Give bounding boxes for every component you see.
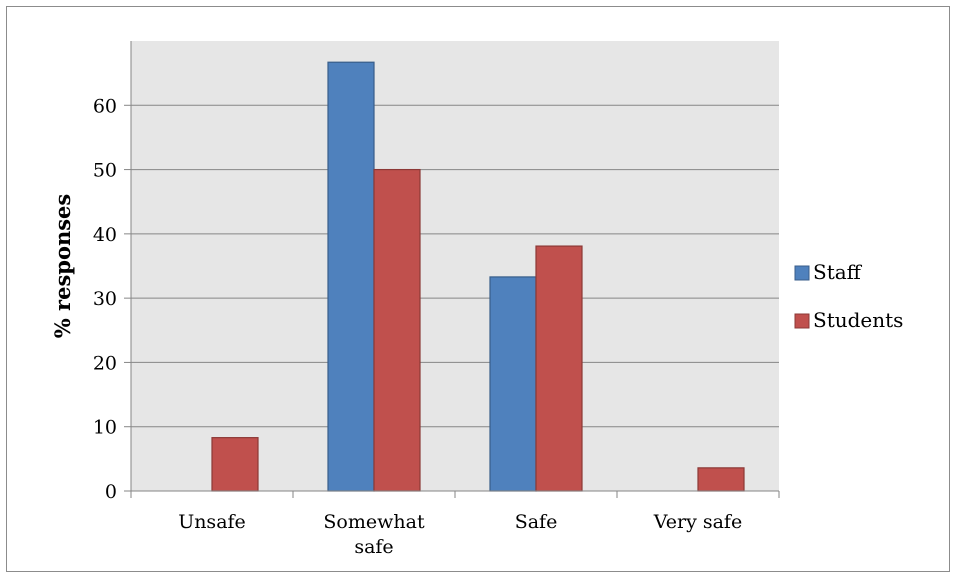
bar-staff-somewhat-safe [327, 61, 375, 492]
axes [124, 41, 780, 498]
bar-staff-safe [489, 276, 537, 492]
y-axis-label: % responses [50, 194, 75, 338]
y-tick-label: 50 [93, 160, 117, 182]
x-category-label: Safe [515, 511, 558, 533]
bar-students-unsafe [211, 437, 259, 492]
y-tick-label: 0 [105, 481, 117, 503]
bar-students-very-safe [697, 467, 745, 492]
legend-swatch-staff [794, 265, 810, 281]
bar-students-somewhat-safe [373, 168, 421, 492]
x-category-label: Very safe [653, 511, 742, 533]
legend-label-staff: Staff [813, 260, 863, 284]
plot-area [131, 41, 779, 491]
y-tick-label: 40 [93, 224, 117, 246]
gridlines [131, 104, 779, 428]
y-tick-label: 20 [93, 352, 117, 374]
x-category-label: Somewhat safe [323, 511, 425, 558]
legend: Staff Students [794, 260, 903, 332]
y-tick-label: 30 [93, 288, 117, 310]
x-category-label: Unsafe [178, 511, 246, 533]
y-tick-label: 10 [93, 417, 117, 439]
legend-label-students: Students [813, 308, 903, 332]
bar-students-safe [535, 245, 583, 492]
y-tick-labels: 0 10 20 30 40 50 60 [93, 95, 117, 503]
x-category-labels: Unsafe Somewhat safe Safe Very safe [178, 511, 742, 558]
y-tick-label: 60 [93, 95, 117, 117]
legend-swatch-students [794, 313, 810, 329]
bars [211, 61, 745, 492]
